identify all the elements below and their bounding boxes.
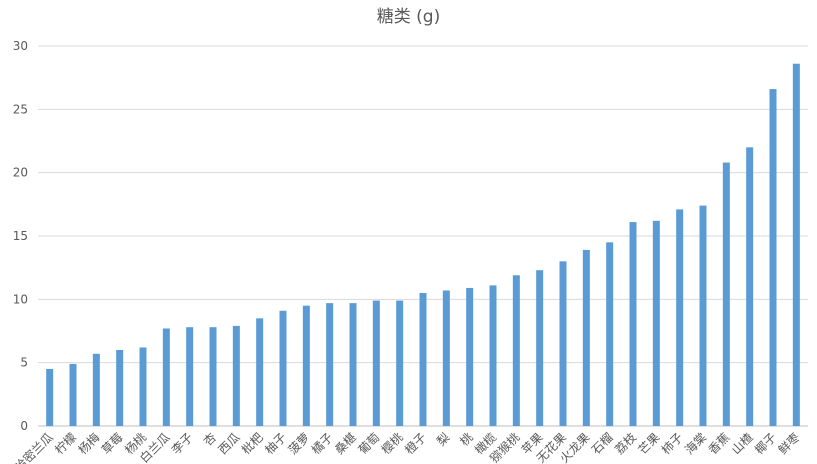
bar [629, 222, 637, 426]
bar [442, 290, 450, 426]
y-tick-label: 10 [13, 292, 28, 306]
x-tick-label: 枇杷 [238, 430, 266, 458]
bar [256, 318, 264, 426]
x-tick-label: 海棠 [682, 430, 710, 458]
x-tick-label: 柚子 [262, 430, 290, 458]
x-tick-label: 樱桃 [378, 430, 406, 458]
x-tick-label: 西瓜 [216, 430, 243, 457]
chart-title: 糖类 (g) [376, 7, 441, 27]
x-tick-label: 李子 [168, 430, 196, 458]
x-tick-label: 石榴 [589, 430, 616, 457]
y-axis-tick-labels: 0 5 10 15 20 25 30 [13, 39, 28, 433]
bar [116, 350, 124, 426]
x-tick-label: 橙子 [402, 430, 430, 458]
x-tick-label: 菠萝 [286, 430, 313, 457]
bar [746, 147, 754, 426]
bar [489, 285, 497, 426]
bar [69, 363, 77, 426]
x-tick-label: 鲜枣 [776, 430, 803, 457]
bar [559, 261, 567, 426]
bar [162, 328, 170, 426]
x-tick-label: 山楂 [729, 430, 756, 457]
bar [302, 305, 310, 426]
bar [536, 270, 544, 426]
bar [699, 205, 707, 426]
bar [676, 209, 684, 426]
x-axis-tick-labels: 哈密兰瓜柠檬杨梅草莓杨桃白兰瓜李子 杏西瓜枇杷柚子菠萝橘子桑椹葡萄樱桃橙子梨桃橄榄… [11, 430, 802, 464]
y-tick-label: 0 [20, 419, 28, 433]
x-tick-label: 梨 [434, 430, 452, 448]
bar [792, 63, 800, 426]
x-tick-label: 柠檬 [52, 430, 80, 458]
bar [466, 287, 474, 426]
bar [92, 353, 100, 426]
y-tick-label: 15 [13, 229, 28, 243]
y-tick-label: 20 [13, 166, 28, 180]
bar [46, 369, 54, 426]
bar [186, 327, 194, 426]
x-tick-label: 橘子 [308, 430, 336, 458]
bar [209, 327, 217, 426]
bar [396, 300, 404, 426]
bar [232, 325, 240, 426]
x-tick-label: 桑椹 [332, 430, 359, 457]
x-tick-label: 葡萄 [356, 430, 383, 457]
bar [349, 303, 357, 426]
bar [372, 300, 380, 426]
y-tick-label: 30 [13, 39, 28, 53]
bar [139, 347, 147, 426]
bar [582, 249, 590, 426]
bars [46, 63, 800, 426]
bar [419, 293, 427, 426]
x-tick-label: 杨梅 [75, 430, 103, 458]
bar [326, 303, 334, 426]
x-tick-label: 柿子 [658, 430, 686, 458]
x-tick-label: 荔枝 [612, 430, 640, 458]
bar [279, 310, 287, 426]
x-tick-label: 哈密兰瓜 [11, 430, 56, 464]
x-tick-label: 芒果 [635, 430, 663, 458]
x-tick-label: 草莓 [99, 430, 126, 457]
bar [512, 275, 520, 426]
bar [722, 162, 730, 426]
y-tick-label: 25 [13, 102, 28, 116]
bar [606, 242, 614, 426]
bar [769, 89, 777, 426]
y-tick-label: 5 [20, 356, 28, 370]
x-tick-label: 椰子 [752, 430, 780, 458]
bar [652, 220, 660, 426]
x-tick-label: 香蕉 [706, 430, 733, 457]
